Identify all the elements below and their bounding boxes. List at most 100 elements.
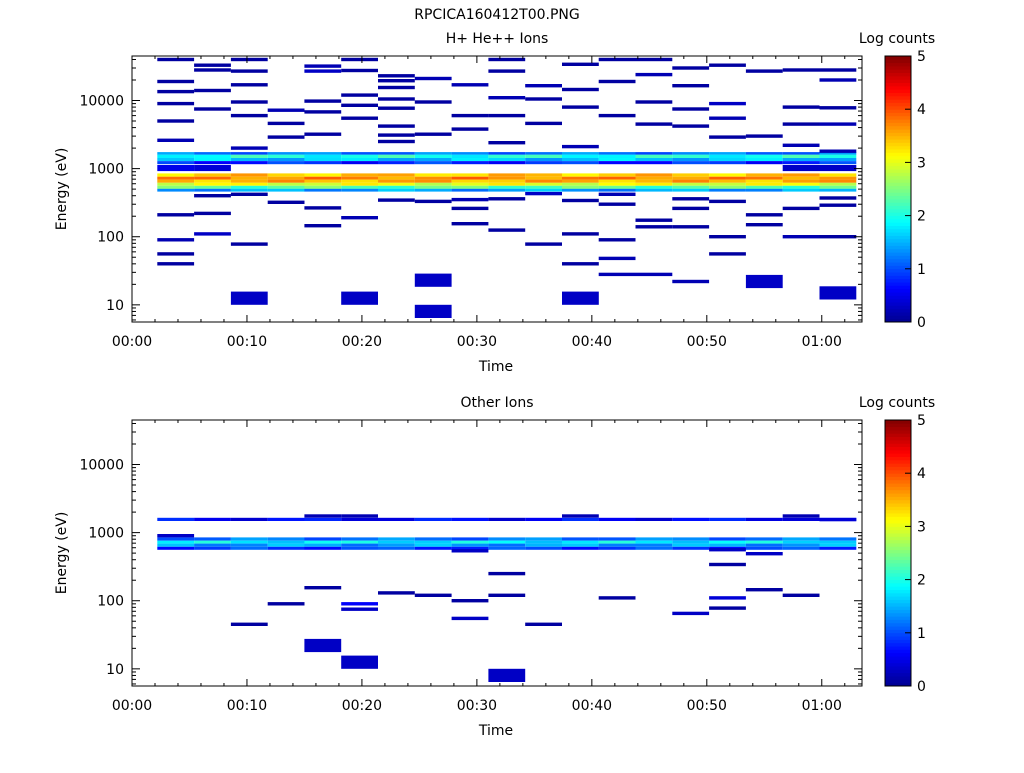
colorbar-step — [885, 175, 911, 180]
heatmap-cell — [451, 537, 489, 541]
heatmap-cell — [782, 593, 820, 597]
heatmap-cell — [709, 235, 746, 239]
heatmap-cell — [341, 176, 378, 180]
colorbar-step — [885, 433, 911, 438]
heatmap-cell — [598, 179, 636, 183]
colorbar-tick-label: 2 — [917, 573, 926, 589]
heatmap-cell — [304, 517, 342, 521]
colorbar-step — [885, 559, 911, 564]
heatmap-cell — [378, 152, 415, 155]
heatmap-cell — [157, 138, 195, 142]
colorbar-step — [885, 122, 911, 127]
heatmap-cell — [782, 154, 820, 158]
heatmap-cell — [378, 543, 415, 547]
colorbar-step — [885, 582, 911, 587]
heatmap-cell — [230, 517, 268, 521]
heatmap-cell — [635, 188, 673, 192]
heatmap-cell — [267, 135, 305, 139]
heatmap-cell — [562, 152, 599, 155]
colorbar: 0 1 2 3 4 5 — [884, 49, 926, 331]
heatmap-cell — [488, 57, 526, 62]
heatmap-cell — [562, 517, 599, 521]
colorbar-step — [885, 69, 911, 74]
axes: 00:00 00:10 00:20 00:30 00:40 00:50 01:00 10 100… — [79, 55, 863, 350]
heatmap-cell — [598, 202, 636, 206]
heatmap-cell — [488, 69, 526, 73]
heatmap-cell — [267, 179, 305, 183]
heatmap-cell — [598, 152, 636, 155]
heatmap-cell — [782, 143, 820, 147]
heatmap-cell — [157, 238, 195, 242]
heatmap-cell — [267, 108, 305, 112]
x-axis-label: Time — [478, 359, 513, 375]
x-tick-label: 01:00 — [802, 698, 842, 714]
colorbar-step — [885, 292, 911, 296]
x-tick-label: 01:00 — [802, 334, 842, 350]
heatmap-cell — [488, 540, 526, 544]
heatmap-cell — [598, 256, 636, 261]
heatmap-cell — [157, 534, 195, 538]
heatmap-cell — [782, 517, 820, 521]
heatmap-cell — [230, 179, 268, 183]
heatmap-cell — [267, 121, 305, 126]
heatmap-cell — [819, 546, 857, 550]
colorbar-step — [885, 676, 911, 680]
heatmap-cell — [598, 158, 636, 161]
heatmap-cell — [414, 304, 452, 318]
colorbar-step — [885, 513, 911, 517]
heatmap-cell — [194, 173, 231, 177]
heatmap-cell — [378, 74, 415, 78]
heatmap-cell — [194, 232, 231, 236]
colorbar-step — [885, 112, 911, 117]
colorbar-tick-label: 1 — [917, 626, 926, 642]
heatmap-cell — [635, 185, 673, 189]
heatmap-cell — [709, 188, 746, 192]
colorbar-step — [885, 496, 911, 501]
heatmap-cell — [157, 182, 195, 186]
colorbar-tick-label: 0 — [917, 679, 926, 695]
heatmap-cell — [819, 196, 857, 200]
heatmap-cell — [194, 158, 231, 161]
figure-title: RPCICA160412T00.PNG — [414, 7, 579, 23]
heatmap-cell — [230, 540, 268, 544]
heatmap-cell — [709, 562, 746, 567]
colorbar-step — [885, 679, 911, 684]
heatmap-cell — [635, 517, 673, 521]
heatmap-cell — [635, 57, 673, 62]
heatmap-cell — [782, 514, 820, 518]
heatmap-cell — [194, 546, 231, 550]
heatmap-cell — [414, 273, 452, 287]
heatmap-cell — [562, 144, 599, 149]
heatmap-cell — [451, 540, 489, 544]
heatmap-cell — [304, 110, 342, 114]
x-tick-label: 00:10 — [227, 334, 267, 350]
heatmap-cell — [635, 182, 673, 186]
heatmap-cell — [157, 176, 195, 180]
heatmap-cell — [745, 552, 783, 556]
heatmap-cell — [525, 546, 562, 550]
heatmap-cell — [709, 176, 746, 180]
colorbar-step — [885, 302, 911, 306]
y-tick-label: 10000 — [79, 93, 124, 109]
heatmap-cell — [488, 96, 526, 100]
colorbar-step — [885, 509, 911, 514]
heatmap-cell — [598, 113, 636, 118]
heatmap-cell — [157, 179, 195, 183]
colorbar-step — [885, 109, 911, 113]
heatmap-cell — [378, 546, 415, 550]
heatmap-cell — [414, 179, 452, 183]
heatmap-cell — [819, 173, 857, 177]
heatmap-cell — [414, 546, 452, 550]
colorbar-step — [885, 318, 911, 323]
colorbar-step — [885, 315, 911, 320]
colorbar-step — [885, 549, 911, 554]
heatmap-cell — [782, 68, 820, 72]
heatmap-cell — [562, 154, 599, 158]
colorbar-step — [885, 562, 911, 567]
colorbar-step — [885, 232, 911, 236]
colorbar-step — [885, 145, 911, 150]
heatmap-area — [157, 57, 857, 318]
heatmap-cell — [488, 668, 526, 682]
heatmap-cell — [230, 113, 268, 118]
heatmap-cell — [194, 179, 231, 183]
